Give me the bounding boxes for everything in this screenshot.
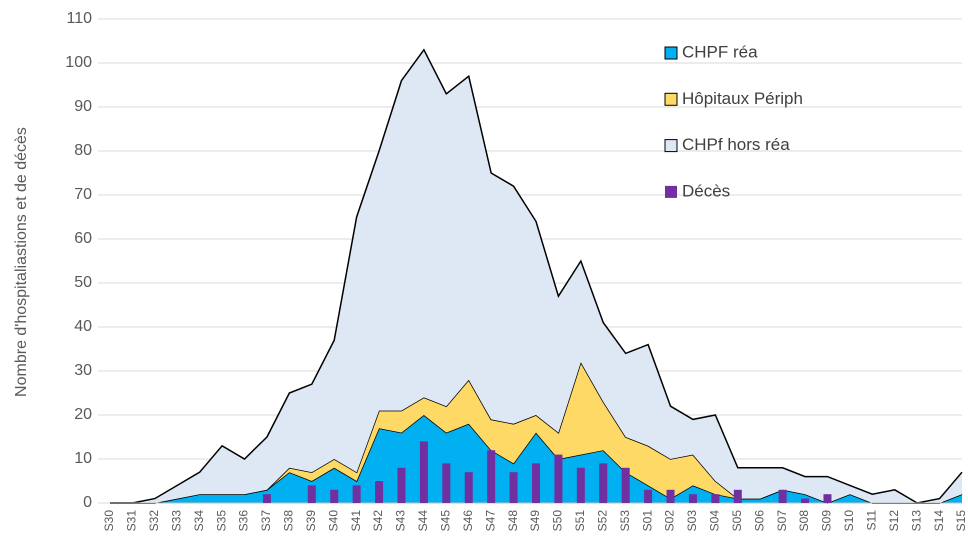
bar [464,472,473,503]
x-tick-label: S39 [304,510,318,532]
bar [711,494,720,503]
x-tick-label: S15 [954,510,968,532]
bar [554,454,563,503]
bar [375,481,384,503]
x-tick-label: S49 [528,510,542,532]
y-tick-label: 110 [66,10,92,27]
x-tick-label: S05 [730,510,744,532]
bar [801,498,810,503]
y-tick-label: 30 [74,362,92,379]
legend-label: Décès [682,181,730,200]
y-tick-label: 70 [74,186,92,203]
x-tick-label: S13 [909,510,923,532]
x-tick-label: S43 [394,510,408,532]
x-tick-label: S44 [416,510,430,532]
x-tick-label: S11 [864,510,878,531]
x-tick-label: S53 [618,510,632,532]
x-tick-label: S32 [147,510,161,532]
bar [419,441,428,503]
y-tick-label: 80 [74,142,92,159]
bar [397,467,406,503]
x-tick-label: S51 [573,510,587,532]
bar [262,494,271,503]
area [110,362,962,503]
legend-label: Hôpitaux Périph [682,89,803,108]
legend-marker [665,185,677,198]
bar [576,467,585,503]
y-tick-label: 50 [74,274,92,291]
bar [307,485,316,503]
bar [509,472,518,503]
x-tick-label: S09 [820,510,834,532]
bar [532,463,540,503]
y-tick-label: 60 [74,230,92,247]
x-tick-label: S08 [797,510,811,532]
x-tick-label: S14 [932,510,946,532]
x-tick-label: S35 [214,510,228,532]
x-tick-label: S40 [326,510,340,532]
bar [733,489,742,503]
x-tick-label: S04 [708,510,722,532]
y-tick-label: 100 [65,54,92,71]
x-tick-label: S46 [461,510,475,532]
x-tick-label: S52 [595,510,609,532]
x-tick-label: S07 [775,510,789,532]
x-tick-label: S30 [102,510,116,532]
x-tick-label: S12 [887,510,901,532]
y-axis-label: Nombre d'hospitaliastions et de décès [13,127,30,397]
x-tick-label: S06 [752,510,766,532]
x-tick-label: S03 [685,510,699,532]
bar [778,489,787,503]
y-tick-label: 0 [83,494,92,511]
x-tick-label: S10 [842,510,856,532]
x-tick-label: S01 [640,510,654,532]
bar [644,489,653,503]
bar [599,463,608,503]
legend-marker [664,139,678,153]
x-tick-label: S33 [169,510,183,532]
x-tick-label: S37 [259,510,273,532]
x-tick-label: S31 [125,510,139,532]
x-tick-label: S48 [506,510,520,532]
y-tick-label: 90 [74,98,92,115]
legend-marker [664,92,678,106]
x-tick-label: S41 [349,510,363,532]
x-tick-label: S45 [438,510,452,532]
x-tick-label: S42 [371,510,385,532]
area [110,49,962,504]
x-tick-label: S36 [237,510,251,532]
bar [666,489,675,503]
x-tick-label: S38 [282,510,296,532]
x-tick-label: S47 [483,510,497,532]
bar [823,494,832,503]
area-edge [110,48,963,504]
bar [621,467,630,503]
x-tick-label: S34 [192,510,206,532]
x-tick-label: S50 [551,510,565,532]
bar [330,489,339,503]
legend-label: CHPf hors réa [682,135,790,154]
legend-label: CHPF réa [682,42,758,61]
bar [487,450,496,503]
area [110,415,962,503]
bar [688,494,697,503]
y-tick-label: 10 [74,450,92,467]
y-tick-label: 20 [74,406,92,423]
x-tick-label: S02 [663,510,677,532]
y-tick-label: 40 [74,318,92,335]
bar [442,463,451,503]
legend-marker [664,46,678,60]
bar [352,485,361,503]
